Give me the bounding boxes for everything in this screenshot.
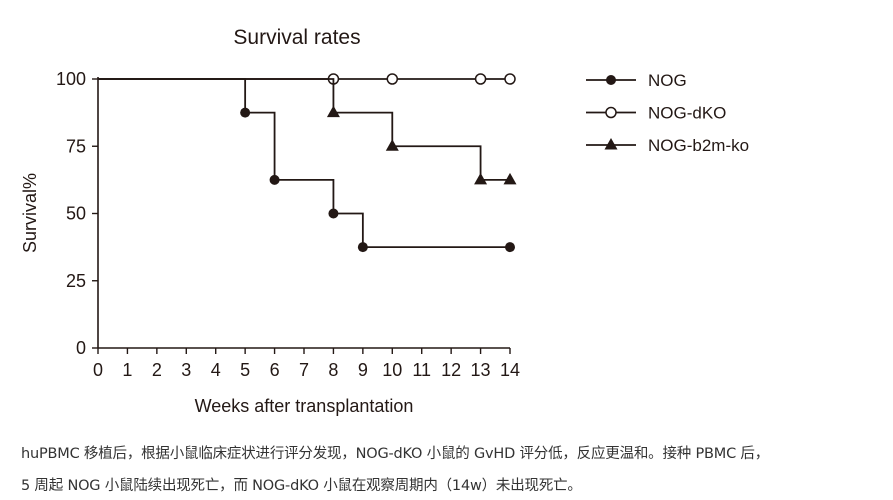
legend: NOG NOG-dKO NOG-b2m-ko — [586, 71, 749, 155]
survival-step-line — [98, 78, 510, 249]
chart-title: Survival rates — [233, 26, 360, 49]
series-group — [98, 73, 517, 253]
data-point — [474, 73, 487, 85]
x-tick-label: 0 — [93, 360, 103, 380]
legend-marker — [605, 106, 617, 119]
x-tick-label: 2 — [152, 360, 162, 380]
data-point — [326, 105, 340, 118]
x-tick-label: 7 — [299, 360, 309, 380]
data-point — [357, 242, 368, 253]
x-tick-label: 11 — [412, 360, 431, 380]
legend-label: NOG-b2m-ko — [648, 136, 749, 155]
series-nog-b2m-ko — [98, 78, 517, 185]
x-tick-label: 6 — [270, 360, 280, 380]
data-point — [504, 73, 516, 85]
legend-label: NOG-dKO — [648, 104, 726, 123]
data-point — [385, 139, 399, 151]
data-point — [269, 174, 280, 185]
data-point — [474, 172, 488, 185]
survival-chart: Survival rates Survival% Weeks after tra… — [20, 26, 749, 416]
legend-item: NOG — [586, 71, 687, 90]
caption-line-1: huPBMC 移植后，根据小鼠临床症状进行评分发现，NOG-dKO 小鼠的 Gv… — [21, 446, 770, 462]
x-tick-label: 5 — [240, 360, 250, 380]
legend-label: NOG — [648, 71, 687, 90]
survival-step-line — [98, 78, 510, 181]
legend-marker — [606, 75, 616, 85]
y-tick-label: 0 — [76, 338, 86, 358]
y-tick-label: 100 — [56, 69, 86, 89]
data-point — [505, 242, 515, 253]
x-axis-label: Weeks after transplantation — [195, 396, 414, 416]
x-tick-label: 8 — [328, 360, 338, 380]
legend-item: NOG-dKO — [586, 104, 726, 123]
y-tick-label: 25 — [66, 271, 86, 291]
x-tick-label: 9 — [358, 360, 368, 380]
x-tick-label: 12 — [441, 360, 461, 380]
y-tick-label: 75 — [66, 136, 86, 156]
series-nog — [98, 78, 515, 253]
data-point — [503, 172, 517, 185]
legend-item: NOG-b2m-ko — [586, 136, 749, 155]
data-point — [240, 107, 251, 118]
legend-marker — [604, 138, 618, 150]
x-tick-label: 13 — [471, 360, 491, 380]
x-tick-label: 10 — [382, 360, 402, 380]
y-tick-label: 50 — [66, 204, 86, 224]
caption-line-2: 5 周起 NOG 小鼠陆续出现死亡，而 NOG-dKO 小鼠在观察周期内（14w… — [21, 478, 582, 494]
y-axis-label: Survival% — [20, 173, 40, 253]
x-tick-label: 14 — [500, 360, 520, 380]
data-point — [328, 208, 339, 219]
x-tick-label: 3 — [181, 360, 191, 380]
x-tick-label: 4 — [211, 360, 221, 380]
data-point — [386, 73, 399, 85]
x-tick-label: 1 — [122, 360, 132, 380]
